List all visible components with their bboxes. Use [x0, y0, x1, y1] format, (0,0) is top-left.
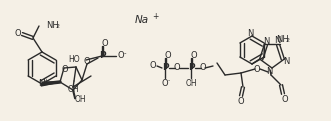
- Polygon shape: [41, 82, 60, 86]
- Text: O: O: [238, 97, 244, 106]
- Text: N: N: [283, 57, 290, 65]
- Text: O: O: [174, 64, 180, 72]
- Text: O: O: [102, 38, 108, 48]
- Text: +: +: [152, 12, 158, 21]
- Text: O: O: [15, 30, 21, 38]
- Text: P: P: [162, 64, 168, 72]
- Text: OH: OH: [185, 79, 197, 87]
- Text: N: N: [263, 37, 269, 45]
- Text: N: N: [274, 36, 281, 45]
- Text: P: P: [188, 64, 194, 72]
- Text: O: O: [282, 95, 288, 103]
- Text: OH: OH: [67, 84, 79, 94]
- Text: O: O: [62, 64, 68, 73]
- Text: O: O: [84, 57, 90, 65]
- Text: -: -: [168, 79, 170, 83]
- Text: O: O: [150, 61, 156, 71]
- Text: +: +: [43, 79, 49, 83]
- Text: O: O: [118, 52, 124, 60]
- Text: O: O: [162, 79, 168, 87]
- Text: OH: OH: [75, 95, 87, 105]
- Text: O: O: [191, 50, 197, 60]
- Text: 2: 2: [56, 24, 60, 30]
- Text: Na: Na: [135, 15, 149, 25]
- Text: O: O: [200, 64, 206, 72]
- Text: N: N: [39, 79, 45, 88]
- Text: 2: 2: [285, 38, 289, 44]
- Text: N: N: [266, 68, 272, 76]
- Text: NH: NH: [46, 20, 59, 30]
- Text: -: -: [124, 50, 126, 56]
- Text: P: P: [99, 52, 105, 60]
- Text: HO: HO: [69, 56, 80, 64]
- Text: O: O: [165, 50, 171, 60]
- Text: NH: NH: [276, 34, 289, 44]
- Text: O: O: [254, 64, 260, 73]
- Text: N: N: [247, 30, 253, 38]
